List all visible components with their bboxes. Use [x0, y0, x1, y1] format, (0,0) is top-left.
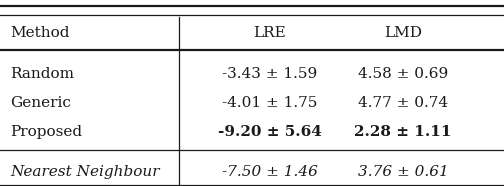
- Text: 2.28 ± 1.11: 2.28 ± 1.11: [354, 125, 452, 139]
- Text: 4.77 ± 0.74: 4.77 ± 0.74: [358, 96, 448, 110]
- Text: -9.20 ± 5.64: -9.20 ± 5.64: [218, 125, 322, 139]
- Text: 3.76 ± 0.61: 3.76 ± 0.61: [358, 165, 449, 179]
- Text: Random: Random: [10, 67, 74, 81]
- Text: Proposed: Proposed: [10, 125, 82, 139]
- Text: LRE: LRE: [254, 26, 286, 41]
- Text: -7.50 ± 1.46: -7.50 ± 1.46: [222, 165, 318, 179]
- Text: Nearest Neighbour: Nearest Neighbour: [10, 165, 160, 179]
- Text: -4.01 ± 1.75: -4.01 ± 1.75: [222, 96, 318, 110]
- Text: -3.43 ± 1.59: -3.43 ± 1.59: [222, 67, 317, 81]
- Text: LMD: LMD: [384, 26, 422, 41]
- Text: 4.58 ± 0.69: 4.58 ± 0.69: [358, 67, 449, 81]
- Text: Generic: Generic: [10, 96, 71, 110]
- Text: Method: Method: [10, 26, 70, 41]
